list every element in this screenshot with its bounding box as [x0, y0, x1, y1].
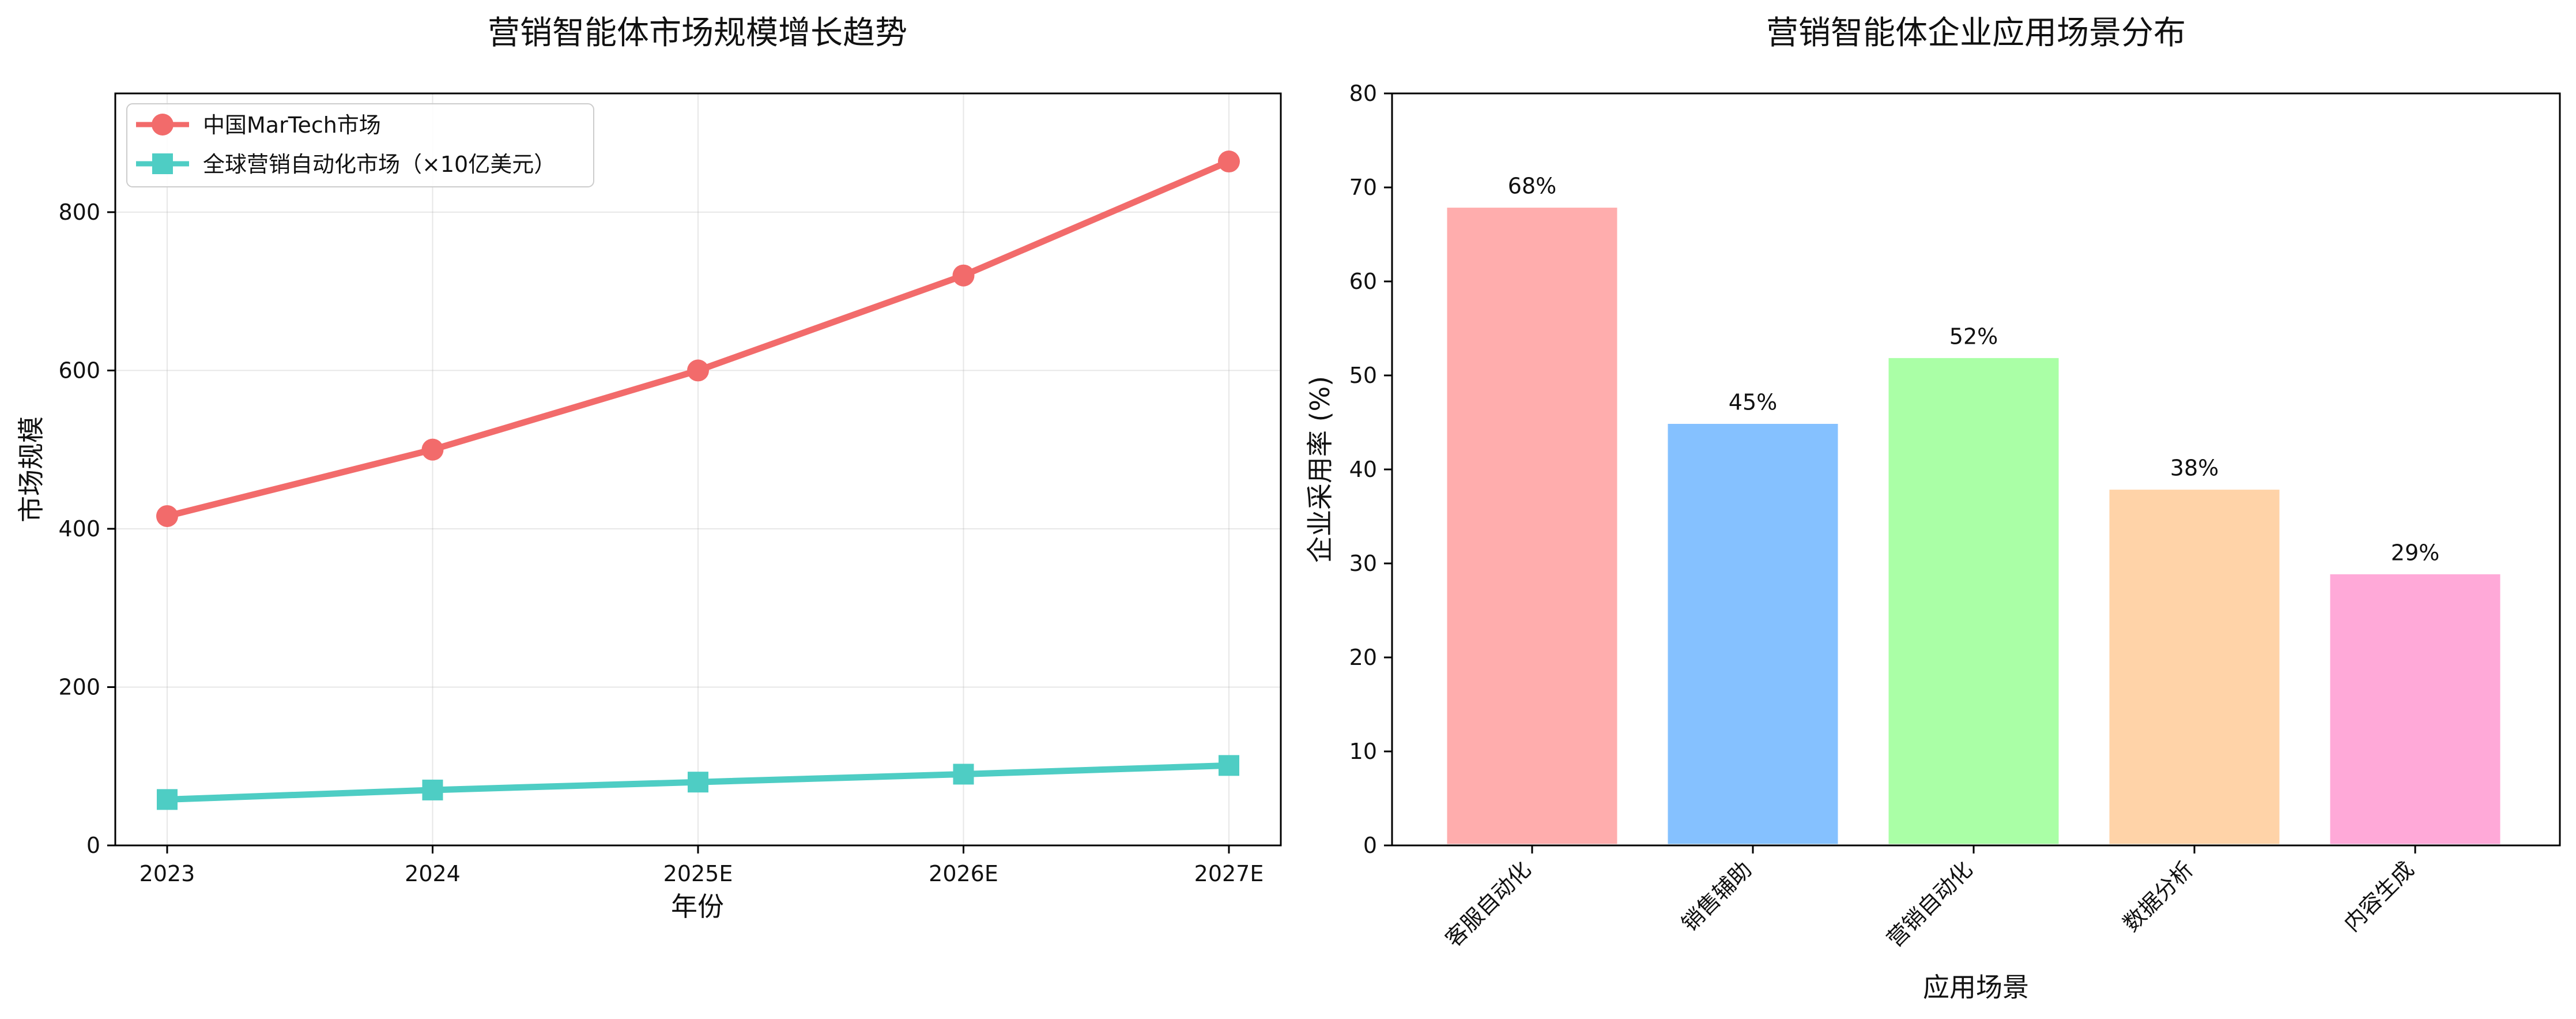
line-chart-x-label: 年份: [671, 891, 724, 922]
bar-data-label: 29%: [2391, 540, 2439, 565]
line-point-circle: [156, 505, 178, 527]
bar-data-label: 38%: [2170, 456, 2219, 481]
line-point-circle: [687, 359, 709, 382]
bar-chart-data-labels: 68% 45% 52% 38% 29%: [1508, 174, 2439, 566]
bar-y-tick-label: 20: [1349, 645, 1377, 670]
bar-chart-y-label: 企业采用率 (%): [1304, 376, 1336, 563]
line-chart-series: [156, 151, 1240, 810]
bar-y-tick-label: 50: [1349, 363, 1377, 388]
line-point-square: [1219, 755, 1239, 776]
line-point-circle: [421, 438, 444, 461]
bar-chart: 营销智能体企业应用场景分布 68% 45% 52% 38% 29% 客服自动化 销售辅助 营…: [1304, 14, 2561, 1003]
line-chart-title: 营销智能体市场规模增长趋势: [488, 14, 907, 52]
bar-x-tick-label: 营销自动化: [1882, 856, 1977, 952]
line-chart: 营销智能体市场规模增长趋势 2023 2024 2025E 2026E 2027E 0 2…: [16, 14, 1282, 922]
bar-y-tick-label: 60: [1349, 269, 1377, 294]
line-y-tick-label: 600: [58, 358, 100, 383]
bar-chart-bars: [1444, 205, 2503, 847]
bar-x-tick-label: 客服自动化: [1440, 856, 1536, 952]
legend-box: [126, 103, 594, 187]
bar: [2106, 487, 2283, 847]
bar-chart-y-ticks: 0 10 20 30 40 50 60 70 80: [1349, 81, 1392, 858]
line-chart-x-ticks: 2023 2024 2025E 2026E 2027E: [139, 845, 1264, 886]
line-chart-legend: 中国MarTech市场 全球营销自动化市场（×10亿美元）: [126, 103, 594, 187]
line-x-tick-label: 2026E: [929, 861, 998, 886]
bar-y-tick-label: 30: [1349, 551, 1377, 576]
bar-data-label: 68%: [1508, 174, 1556, 199]
bar-data-label: 45%: [1729, 390, 1777, 415]
legend-circle-marker-icon: [152, 114, 174, 136]
bar-x-tick-label: 数据分析: [2118, 856, 2198, 937]
legend-square-marker-icon: [152, 153, 173, 174]
line-x-tick-label: 2024: [405, 861, 461, 886]
legend-item-global: 全球营销自动化市场（×10亿美元）: [136, 152, 556, 177]
line-y-tick-label: 800: [58, 200, 100, 225]
line-point-circle: [952, 264, 975, 287]
bar-x-tick-label: 销售辅助: [1677, 856, 1757, 937]
bar-x-tick-label: 内容生成: [2339, 856, 2419, 937]
line-x-tick-label: 2025E: [663, 861, 733, 886]
line-chart-y-label: 市场规模: [16, 416, 47, 522]
bar-y-tick-label: 0: [1363, 833, 1377, 858]
bar-y-tick-label: 10: [1349, 739, 1377, 764]
line-point-square: [157, 789, 178, 810]
line-point-square: [953, 764, 974, 785]
legend-label-global: 全球营销自动化市场（×10亿美元）: [203, 152, 556, 177]
bar: [1665, 421, 1841, 847]
bar: [2327, 571, 2503, 847]
bar-chart-x-ticks: 客服自动化 销售辅助 营销自动化 数据分析 内容生成: [1440, 845, 2419, 952]
bar: [1444, 205, 1620, 847]
line-x-tick-label: 2027E: [1194, 861, 1264, 886]
line-x-tick-label: 2023: [139, 861, 195, 886]
line-y-tick-label: 400: [58, 516, 100, 542]
bar-data-label: 52%: [1949, 324, 1998, 349]
bar-chart-title: 营销智能体企业应用场景分布: [1766, 14, 2186, 52]
line-chart-grid: [115, 93, 1281, 846]
line-chart-y-ticks: 0 200 400 600 800: [58, 200, 115, 858]
bar-y-tick-label: 80: [1349, 81, 1377, 106]
bar-y-tick-label: 70: [1349, 175, 1377, 200]
line-y-tick-label: 0: [86, 833, 100, 858]
bar: [1885, 355, 2062, 847]
bar-chart-x-label: 应用场景: [1923, 972, 2029, 1003]
line-point-circle: [1218, 151, 1240, 173]
legend-item-martech: 中国MarTech市场: [136, 112, 381, 138]
line-point-square: [422, 779, 443, 800]
line-y-tick-label: 200: [58, 674, 100, 700]
bar-y-tick-label: 40: [1349, 457, 1377, 482]
line-point-square: [688, 772, 708, 793]
legend-label-martech: 中国MarTech市场: [203, 112, 381, 138]
